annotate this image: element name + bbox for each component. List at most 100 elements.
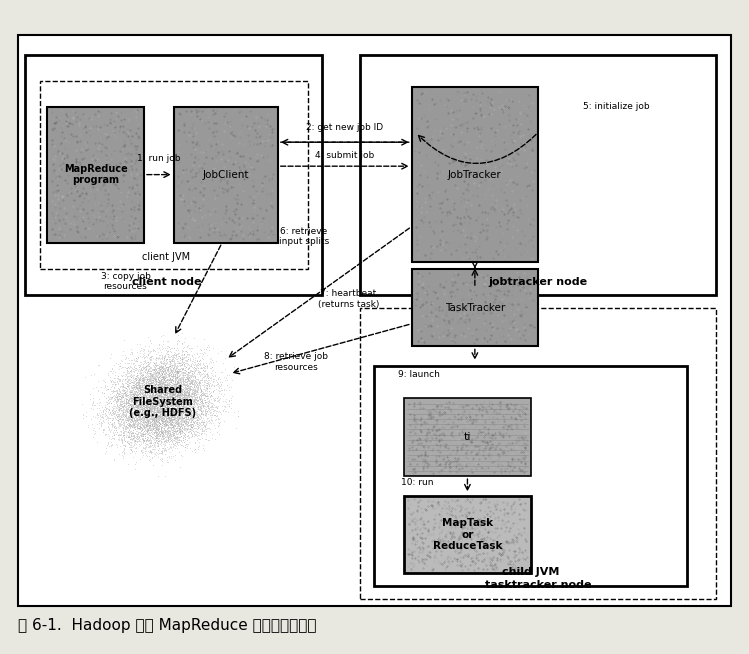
Point — [159, 380, 171, 390]
Point — [162, 425, 174, 436]
Point — [127, 411, 139, 421]
Point — [192, 426, 204, 437]
Point — [124, 413, 136, 424]
Point — [171, 372, 183, 383]
Point — [159, 402, 171, 413]
Point — [187, 424, 198, 434]
Point — [145, 383, 157, 394]
Point — [148, 415, 160, 425]
Point — [179, 364, 191, 375]
Point — [160, 387, 172, 398]
Point — [140, 361, 152, 371]
Point — [169, 392, 181, 403]
Point — [163, 368, 175, 379]
Point — [185, 366, 197, 377]
Point — [122, 395, 134, 405]
Point — [151, 399, 163, 409]
Point — [202, 370, 214, 381]
Point — [163, 368, 175, 379]
Point — [165, 410, 177, 421]
Point — [199, 406, 211, 417]
Point — [154, 376, 166, 387]
Point — [167, 362, 179, 373]
Point — [202, 401, 214, 411]
Point — [169, 371, 181, 381]
Point — [173, 426, 185, 436]
Point — [153, 387, 165, 398]
Point — [196, 390, 208, 400]
Point — [147, 402, 159, 412]
Point — [188, 400, 200, 410]
Point — [130, 415, 142, 426]
Point — [121, 432, 133, 443]
Point — [153, 420, 165, 430]
Point — [171, 389, 183, 400]
Point — [140, 413, 152, 424]
Point — [147, 389, 159, 400]
Point — [151, 417, 163, 428]
Point — [112, 390, 124, 400]
Point — [122, 398, 134, 409]
Point — [127, 411, 139, 422]
Point — [142, 357, 154, 368]
Point — [142, 407, 154, 418]
Point — [151, 428, 163, 439]
Point — [166, 364, 178, 375]
Point — [157, 411, 169, 422]
Point — [118, 449, 130, 459]
Point — [155, 428, 167, 439]
Point — [160, 358, 172, 369]
Point — [168, 370, 180, 381]
Point — [111, 394, 123, 405]
Point — [139, 420, 151, 430]
Point — [142, 411, 154, 422]
Point — [154, 394, 166, 405]
Point — [109, 405, 121, 416]
Point — [159, 442, 171, 453]
Point — [143, 383, 155, 394]
Point — [124, 366, 136, 377]
Point — [201, 362, 213, 372]
Point — [163, 369, 175, 379]
Point — [149, 393, 161, 404]
Point — [132, 423, 144, 434]
Point — [124, 392, 136, 403]
Point — [156, 417, 168, 428]
Point — [192, 421, 204, 432]
Point — [159, 365, 171, 375]
Point — [137, 346, 149, 356]
Point — [124, 448, 136, 458]
Point — [163, 400, 175, 411]
Point — [200, 383, 212, 393]
Point — [136, 381, 148, 391]
Point — [189, 358, 201, 369]
Point — [148, 411, 160, 421]
Point — [148, 388, 160, 398]
Point — [142, 404, 154, 414]
Point — [133, 383, 145, 393]
Point — [100, 377, 112, 388]
Point — [156, 396, 168, 406]
Point — [93, 416, 105, 426]
Point — [185, 406, 197, 417]
Point — [194, 392, 206, 403]
Point — [181, 377, 193, 388]
Point — [184, 387, 195, 397]
Point — [155, 391, 167, 402]
Point — [203, 341, 215, 352]
Point — [165, 394, 177, 404]
Point — [112, 394, 124, 405]
Point — [176, 385, 188, 395]
Point — [99, 379, 111, 390]
Point — [106, 433, 118, 443]
Point — [195, 424, 207, 434]
Point — [173, 418, 185, 428]
Point — [161, 416, 173, 426]
Point — [147, 375, 159, 385]
Point — [157, 411, 169, 422]
Point — [95, 407, 107, 418]
Point — [97, 407, 109, 417]
Point — [169, 416, 181, 426]
Point — [127, 402, 139, 413]
Point — [157, 402, 169, 413]
